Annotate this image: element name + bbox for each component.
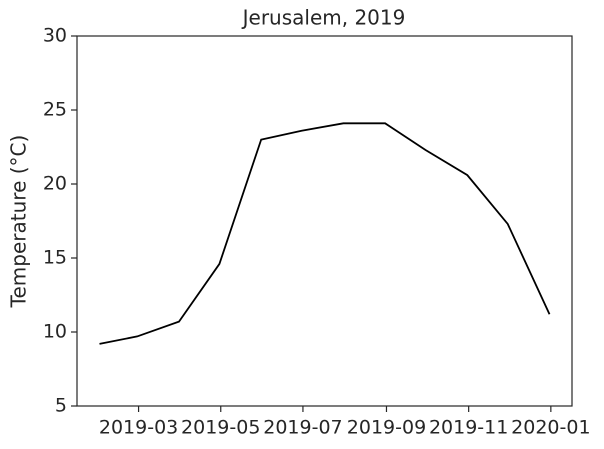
x-tick-label: 2019-03 xyxy=(99,417,178,439)
x-tick-label: 2019-05 xyxy=(181,417,260,439)
y-axis-label: Temperature (°C) xyxy=(7,135,31,309)
y-tick-label: 25 xyxy=(43,99,67,121)
line-series xyxy=(99,122,551,345)
y-tick-label: 10 xyxy=(43,321,67,343)
y-tick-label: 30 xyxy=(43,25,67,47)
y-tick-label: 15 xyxy=(43,247,67,269)
plot-frame xyxy=(76,35,573,407)
x-tick-label: 2019-09 xyxy=(347,417,426,439)
x-tick-label: 2020-01 xyxy=(511,417,590,439)
chart-title: Jerusalem, 2019 xyxy=(241,6,406,30)
x-tick-label: 2019-07 xyxy=(263,417,342,439)
y-tick-label: 5 xyxy=(55,395,67,417)
y-tick-label: 20 xyxy=(43,173,67,195)
x-tick-label: 2019-11 xyxy=(429,417,508,439)
